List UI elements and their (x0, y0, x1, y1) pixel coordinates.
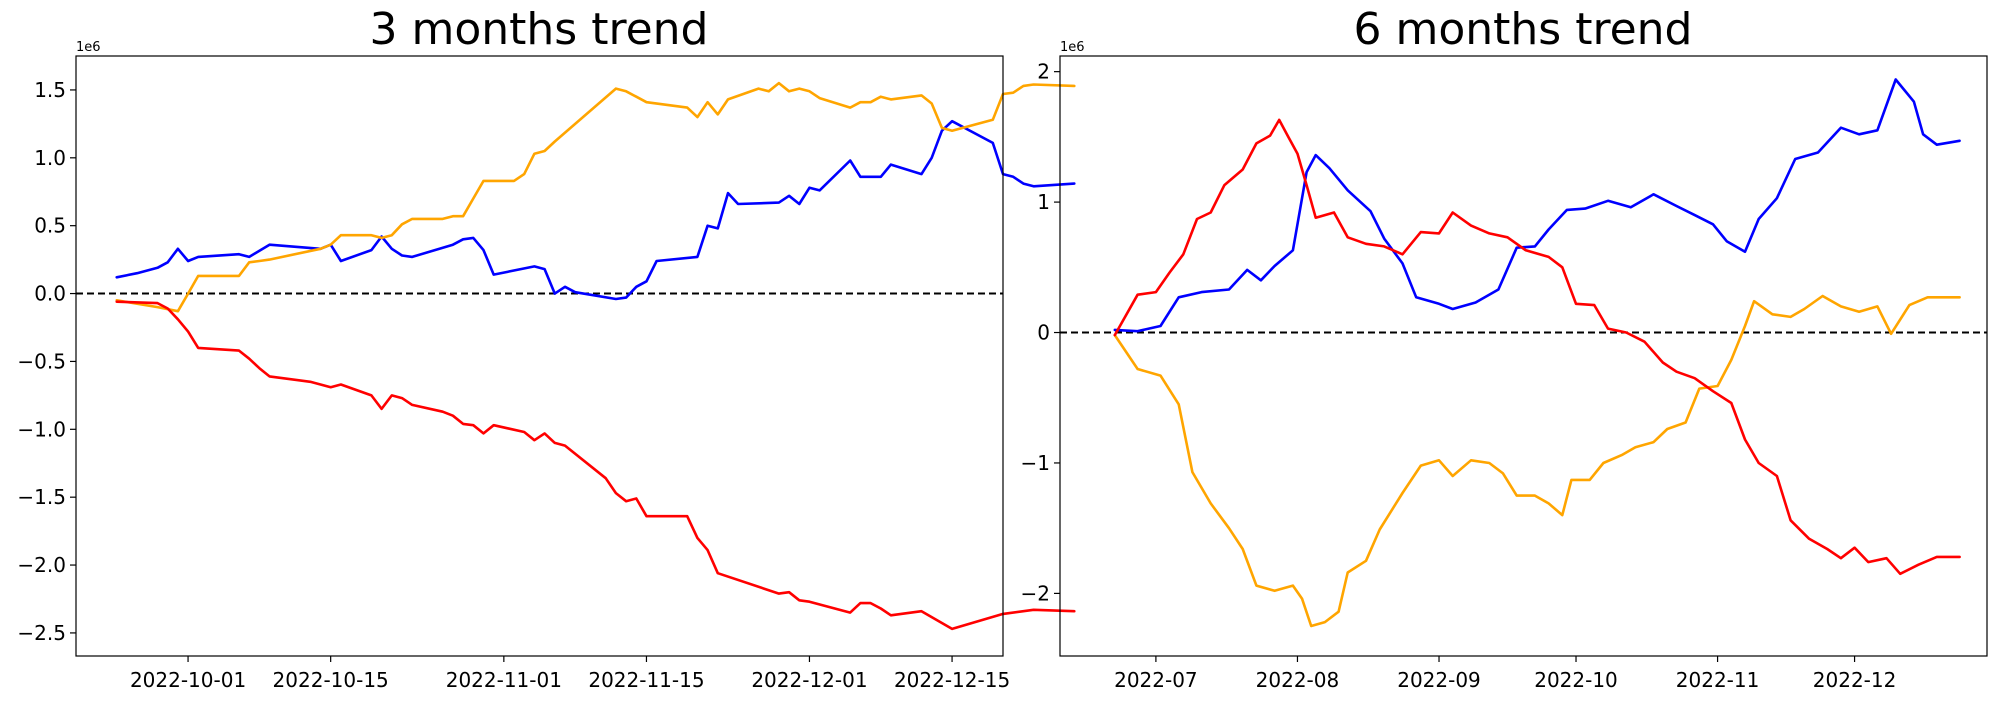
y-tick-label: 1.5 (34, 78, 66, 102)
y-offset-label: 1e6 (1060, 40, 1085, 55)
y-tick-label: 2 (1037, 60, 1050, 84)
x-tick-label: 2022-08 (1256, 668, 1340, 692)
chart-title: 6 months trend (1354, 4, 1693, 55)
x-tick-label: 2022-10-01 (130, 668, 246, 692)
y-tick-label: −1.0 (17, 417, 66, 441)
x-tick-label: 2022-11 (1676, 668, 1760, 692)
series-line-1 (115, 81, 1076, 313)
y-tick-label: 0.0 (34, 282, 66, 306)
axes-frame (75, 55, 1004, 657)
x-tick-label: 2022-10-15 (273, 668, 389, 692)
y-offset-label: 1e6 (76, 40, 101, 55)
y-tick-label: 1 (1037, 190, 1050, 214)
x-tick-label: 2022-11-15 (588, 668, 704, 692)
x-tick-label: 2022-12 (1813, 668, 1897, 692)
x-tick-label: 2022-12-01 (751, 668, 867, 692)
series-line-0 (115, 119, 1076, 301)
series-line-2 (115, 300, 1076, 631)
y-tick-label: −1.5 (17, 485, 66, 509)
series-line-1 (1113, 294, 1961, 628)
y-tick-label: −2 (1021, 581, 1050, 605)
series-line-2 (1113, 118, 1961, 576)
x-tick-label: 2022-09 (1397, 668, 1481, 692)
x-tick-label: 2022-10 (1534, 668, 1618, 692)
y-tick-label: −1 (1021, 451, 1050, 475)
y-tick-label: 0.5 (34, 214, 66, 238)
chart-3-months: 3 months trend 1e6 2022-10-01 2022-10-15 2… (17, 4, 1076, 692)
y-tick-label: −2.5 (17, 621, 66, 645)
chart-6-months: 6 months trend 1e6 2022-07 2022-08 2022-09… (1021, 4, 1988, 692)
axes-frame (1059, 55, 1988, 657)
series-line-0 (1113, 78, 1961, 333)
y-tick-label: −0.5 (17, 349, 66, 373)
y-tick-label: −2.0 (17, 553, 66, 577)
x-tick-label: 2022-07 (1114, 668, 1198, 692)
x-tick-label: 2022-11-01 (446, 668, 562, 692)
y-tick-label: 1.0 (34, 146, 66, 170)
x-tick-label: 2022-12-15 (894, 668, 1010, 692)
chart-title: 3 months trend (370, 4, 709, 55)
y-tick-label: 0 (1037, 321, 1050, 345)
